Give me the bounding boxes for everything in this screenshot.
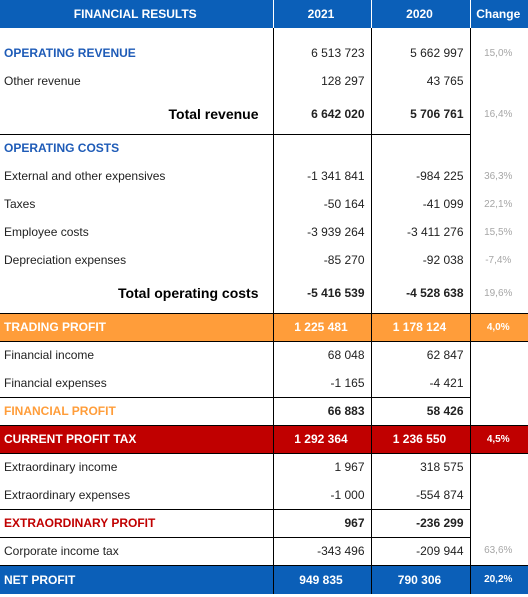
current-profit-tax-2020: 1 236 550	[370, 424, 471, 454]
financial-2020: -4 421	[370, 369, 471, 397]
extraordinary-2021: 1 967	[272, 453, 371, 481]
corporate-tax-change: 63,6%	[484, 545, 513, 557]
other-revenue-label: Other revenue	[4, 74, 81, 88]
financial-2020: 62 847	[370, 341, 471, 369]
extraordinary-2020: 318 575	[370, 453, 471, 481]
total-operating-costs-change: 19,6%	[484, 287, 513, 299]
current-profit-tax-change: 4,5%	[470, 424, 528, 454]
trading-profit-2020: 1 178 124	[370, 312, 471, 342]
other-revenue-2021: 128 297	[272, 67, 371, 95]
header-change: Change	[470, 0, 528, 28]
financial-profit-row: FINANCIAL PROFIT 66 883 58 426	[0, 396, 528, 426]
trading-profit-row: TRADING PROFIT 1 225 481 1 178 124 4,0%	[0, 312, 528, 342]
financial-profit-label: FINANCIAL PROFIT	[0, 396, 273, 426]
cost-row: Taxes -50 164 -41 099 22,1%	[0, 190, 528, 218]
spacer-row	[0, 28, 528, 39]
financial-row: Financial expenses -1 165 -4 421	[0, 369, 528, 397]
net-profit-2020: 790 306	[370, 564, 471, 594]
trading-profit-label: TRADING PROFIT	[0, 312, 273, 342]
cost-2020: -984 225	[370, 162, 471, 190]
cost-2021: -50 164	[272, 190, 371, 218]
net-profit-row: NET PROFIT 949 835 790 306 20,2%	[0, 564, 528, 594]
financial-label: Financial expenses	[4, 375, 107, 390]
operating-revenue-label: OPERATING REVENUE	[4, 46, 136, 60]
header-row: FINANCIAL RESULTS 2021 2020 Change	[0, 0, 528, 28]
net-profit-change: 20,2%	[470, 564, 528, 594]
financial-profit-2020: 58 426	[370, 396, 471, 426]
cost-2021: -85 270	[272, 246, 371, 274]
current-profit-tax-label: CURRENT PROFIT TAX	[0, 424, 273, 454]
other-revenue-2020: 43 765	[370, 67, 471, 95]
cost-label: External and other expensives	[4, 169, 166, 183]
total-operating-costs-row: Total operating costs -5 416 539 -4 528 …	[0, 274, 528, 313]
corporate-tax-2020: -209 944	[370, 537, 471, 565]
operating-revenue-change: 15,0%	[484, 47, 513, 59]
total-revenue-label: Total revenue	[168, 106, 259, 123]
operating-costs-row: OPERATING COSTS	[0, 133, 528, 162]
cost-change: 36,3%	[484, 170, 513, 182]
net-profit-label: NET PROFIT	[0, 564, 273, 594]
total-revenue-row: Total revenue 6 642 020 5 706 761 16,4%	[0, 95, 528, 134]
corporate-tax-row: Corporate income tax -343 496 -209 944 6…	[0, 537, 528, 565]
financial-profit-2021: 66 883	[272, 396, 371, 426]
cost-label: Depreciation expenses	[4, 253, 127, 267]
operating-revenue-2021: 6 513 723	[272, 39, 371, 67]
current-profit-tax-row: CURRENT PROFIT TAX 1 292 364 1 236 550 4…	[0, 424, 528, 454]
extraordinary-profit-2021: 967	[272, 508, 371, 538]
total-revenue-change: 16,4%	[484, 109, 513, 120]
extraordinary-profit-2020: -236 299	[370, 508, 471, 538]
extraordinary-2021: -1 000	[272, 481, 371, 509]
trading-profit-change: 4,0%	[470, 312, 528, 342]
cost-2021: -3 939 264	[272, 218, 371, 246]
cost-change: 15,5%	[484, 226, 513, 238]
cost-change: 22,1%	[484, 198, 513, 210]
cost-2021: -1 341 841	[272, 162, 371, 190]
extraordinary-profit-row: EXTRAORDINARY PROFIT 967 -236 299	[0, 508, 528, 538]
other-revenue-row: Other revenue 128 297 43 765	[0, 67, 528, 95]
cost-2020: -3 411 276	[370, 218, 471, 246]
extraordinary-row: Extraordinary income 1 967 318 575	[0, 453, 528, 481]
total-operating-costs-2021: -5 416 539	[272, 274, 371, 313]
total-revenue-2021: 6 642 020	[272, 95, 371, 134]
corporate-tax-2021: -343 496	[272, 537, 371, 565]
extraordinary-row: Extraordinary expenses -1 000 -554 874	[0, 481, 528, 509]
cost-label: Employee costs	[4, 225, 89, 239]
net-profit-2021: 949 835	[272, 564, 371, 594]
financial-label: Financial income	[4, 348, 95, 363]
header-title: FINANCIAL RESULTS	[0, 0, 274, 28]
corporate-tax-label: Corporate income tax	[4, 544, 119, 558]
extraordinary-profit-label: EXTRAORDINARY PROFIT	[0, 508, 273, 538]
operating-costs-label: OPERATING COSTS	[0, 133, 273, 162]
extraordinary-label: Extraordinary expenses	[4, 487, 131, 502]
total-operating-costs-label: Total operating costs	[117, 285, 259, 302]
cost-row: External and other expensives -1 341 841…	[0, 162, 528, 190]
cost-row: Depreciation expenses -85 270 -92 038 -7…	[0, 246, 528, 274]
total-operating-costs-2020: -4 528 638	[370, 274, 471, 313]
operating-revenue-2020: 5 662 997	[370, 39, 471, 67]
cost-2020: -41 099	[370, 190, 471, 218]
financial-2021: -1 165	[272, 369, 371, 397]
cost-label: Taxes	[4, 197, 36, 211]
cost-row: Employee costs -3 939 264 -3 411 276 15,…	[0, 218, 528, 246]
header-2021: 2021	[273, 0, 372, 28]
current-profit-tax-2021: 1 292 364	[272, 424, 371, 454]
header-2020: 2020	[371, 0, 471, 28]
financial-2021: 68 048	[272, 341, 371, 369]
financial-row: Financial income 68 048 62 847	[0, 341, 528, 369]
operating-revenue-row: OPERATING REVENUE 6 513 723 5 662 997 15…	[0, 39, 528, 67]
trading-profit-2021: 1 225 481	[272, 312, 371, 342]
extraordinary-label: Extraordinary income	[4, 460, 118, 475]
cost-2020: -92 038	[370, 246, 471, 274]
extraordinary-2020: -554 874	[370, 481, 471, 509]
total-revenue-2020: 5 706 761	[370, 95, 471, 134]
cost-change: -7,4%	[485, 254, 512, 266]
